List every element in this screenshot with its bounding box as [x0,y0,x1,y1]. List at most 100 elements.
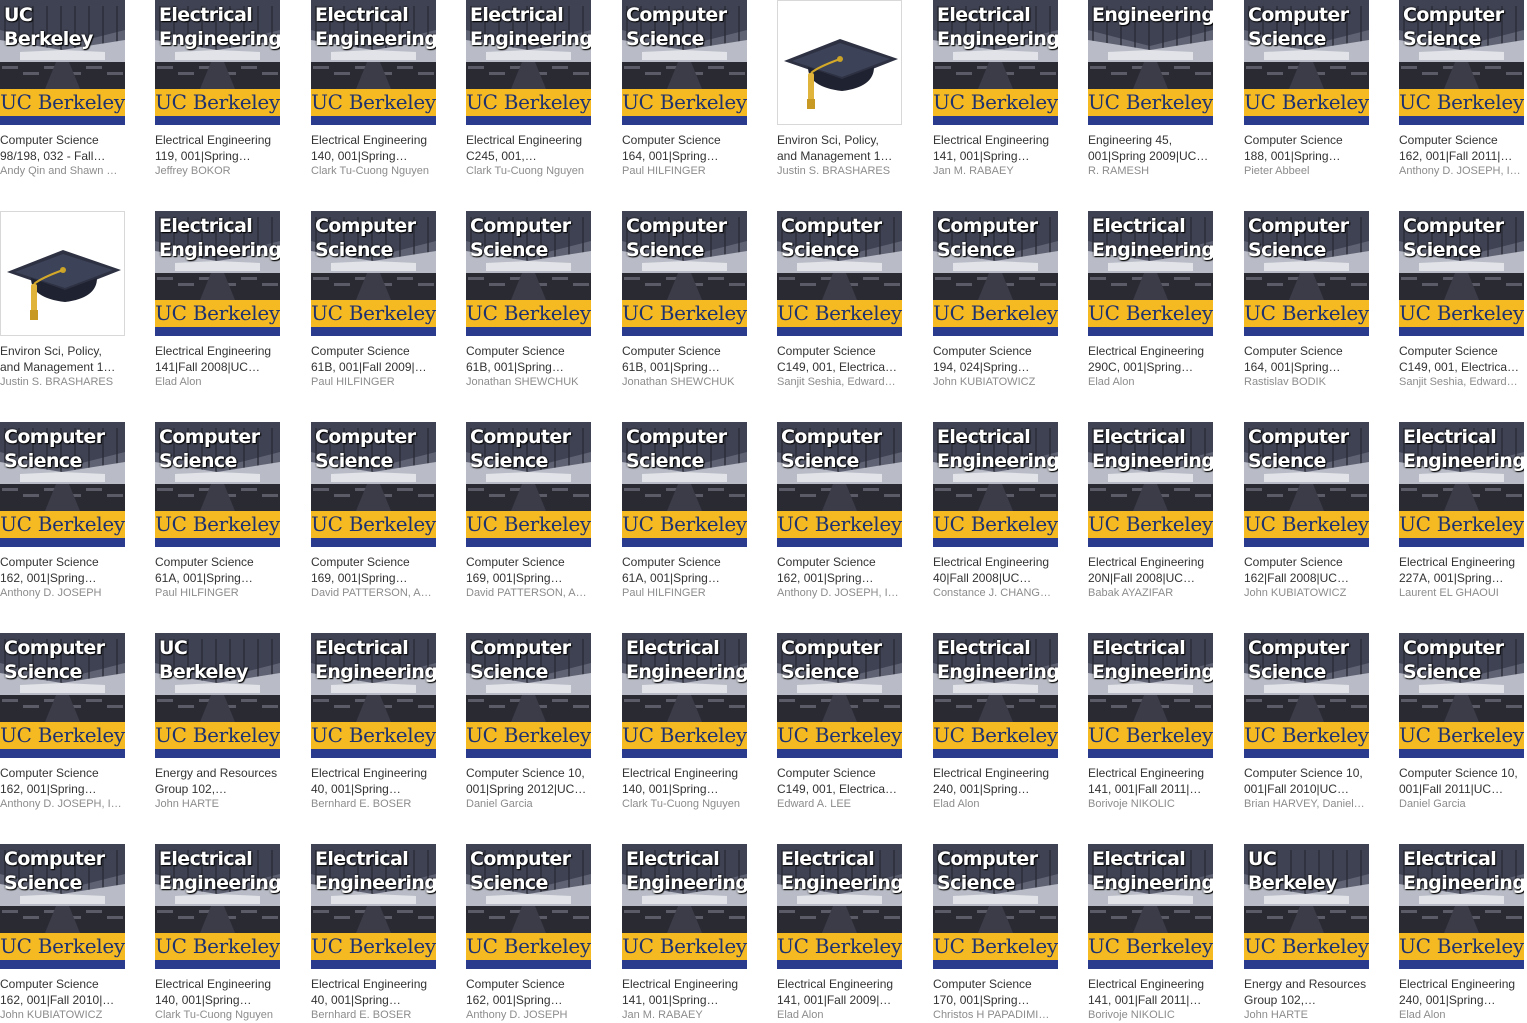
course-author[interactable]: Babak AYAZIFAR [1088,587,1174,599]
course-title[interactable]: Electrical Engineering 141|Fall 2008|UC… [155,343,280,375]
course-title[interactable]: Electrical Engineering 240, 001|Spring… [933,765,1058,797]
course-author[interactable]: Clark Tu-Cuong Nguyen [622,798,741,810]
course-author[interactable]: R. RAMESH [1088,165,1150,177]
course-cover[interactable]: Computer Science UC Berkeley [0,844,125,969]
course-cover[interactable]: Electrical Engineering UC Berkeley [1088,422,1213,547]
course-title[interactable]: Energy and Resources Group 102,… [155,765,280,797]
course-cover[interactable]: Computer Science UC Berkeley [155,422,280,547]
course-cover[interactable]: Computer Science UC Berkeley [466,422,591,547]
course-title[interactable]: Electrical Engineering 140, 001|Spring… [622,765,747,797]
course-item[interactable]: Electrical Engineering UC Berkeley Electri… [155,211,280,390]
course-item[interactable]: Electrical Engineering UC Berkeley Electri… [1399,844,1524,1023]
course-author[interactable]: Laurent EL GHAOUI [1399,587,1499,599]
course-cover[interactable]: Electrical Engineering UC Berkeley [622,633,747,758]
course-cover[interactable]: Computer Science UC Berkeley [777,422,902,547]
course-cover[interactable]: Computer Science UC Berkeley [933,844,1058,969]
course-author[interactable]: Sanjit Seshia, Edward… [1399,376,1518,388]
course-author[interactable]: Elad Alon [777,1009,824,1021]
course-item[interactable]: Electrical Engineering UC Berkeley Electri… [933,633,1058,812]
course-item[interactable]: Electrical Engineering UC Berkeley Electri… [622,633,747,812]
course-author[interactable]: Paul HILFINGER [622,165,706,177]
course-cover[interactable]: Electrical Engineering UC Berkeley [777,844,902,969]
course-title[interactable]: Computer Science 162, 001|Spring… [466,976,591,1008]
course-author[interactable]: Clark Tu-Cuong Nguyen [466,165,585,177]
course-author[interactable]: Sanjit Seshia, Edward… [777,376,896,388]
course-cover[interactable]: Computer Science UC Berkeley [466,633,591,758]
course-item[interactable]: Computer Science UC Berkeley Computer Scie… [0,844,125,1023]
course-title[interactable]: Electrical Engineering C245, 001,… [466,132,591,164]
course-item[interactable]: Computer Science UC Berkeley Computer Scie… [0,633,125,812]
course-title[interactable]: Computer Science C149, 001, Electrica… [1399,343,1524,375]
course-cover[interactable]: Electrical Engineering UC Berkeley [1088,211,1213,336]
course-title[interactable]: Computer Science 170, 001|Spring… [933,976,1058,1008]
course-cover[interactable]: Electrical Engineering UC Berkeley [1399,844,1524,969]
course-cover[interactable]: Electrical Engineering UC Berkeley [622,844,747,969]
course-author[interactable]: Elad Alon [1399,1009,1446,1021]
course-item[interactable]: Computer Science UC Berkeley Computer Scie… [622,0,747,179]
course-cover[interactable] [777,0,902,125]
course-item[interactable]: UC Berkeley UC Berkeley Energy and Resourc… [1244,844,1369,1023]
course-item[interactable]: Electrical Engineering UC Berkeley Electri… [311,844,436,1023]
course-cover[interactable]: Computer Science UC Berkeley [1244,211,1369,336]
course-author[interactable]: Andy Qin and Shawn … [0,165,118,177]
course-title[interactable]: Computer Science 162, 001|Fall 2010|… [0,976,125,1008]
course-author[interactable]: John KUBIATOWICZ [933,376,1036,388]
course-item[interactable]: Electrical Engineering UC Berkeley Electri… [622,844,747,1023]
course-title[interactable]: Electrical Engineering 290C, 001|Spring… [1088,343,1213,375]
course-item[interactable]: Computer Science UC Berkeley Computer Scie… [933,844,1058,1023]
course-item[interactable]: Computer Science UC Berkeley Computer Scie… [1399,211,1524,390]
course-item[interactable]: Computer Science UC Berkeley Computer Scie… [777,211,902,390]
course-cover[interactable]: Electrical Engineering UC Berkeley [155,844,280,969]
course-cover[interactable]: Electrical Engineering UC Berkeley [311,633,436,758]
course-title[interactable]: Electrical Engineering 119, 001|Spring… [155,132,280,164]
course-cover[interactable]: UC Berkeley UC Berkeley [155,633,280,758]
course-title[interactable]: Computer Science 10, 001|Fall 2010|UC… [1244,765,1369,797]
course-item[interactable]: Computer Science UC Berkeley Computer Scie… [777,633,902,812]
course-cover[interactable]: Computer Science UC Berkeley [311,422,436,547]
course-item[interactable]: Electrical Engineering UC Berkeley Electri… [1399,422,1524,601]
course-item[interactable]: Computer Science UC Berkeley Computer Scie… [1399,0,1524,179]
course-cover[interactable]: Electrical Engineering UC Berkeley [311,0,436,125]
course-cover[interactable]: Computer Science UC Berkeley [1399,633,1524,758]
course-title[interactable]: Environ Sci, Policy, and Management 1… [777,132,902,164]
course-cover[interactable]: Computer Science UC Berkeley [466,211,591,336]
course-cover[interactable]: Electrical Engineering UC Berkeley [155,0,280,125]
course-item[interactable]: Computer Science UC Berkeley Computer Scie… [311,211,436,390]
course-author[interactable]: Brian HARVEY, Daniel… [1244,798,1365,810]
course-cover[interactable]: Electrical Engineering UC Berkeley [933,422,1058,547]
course-author[interactable]: Paul HILFINGER [155,587,239,599]
course-author[interactable]: John KUBIATOWICZ [0,1009,103,1021]
course-item[interactable]: Electrical Engineering UC Berkeley Electri… [1088,211,1213,390]
course-item[interactable]: Computer Science UC Berkeley Computer Scie… [1244,211,1369,390]
course-cover[interactable]: Computer Science UC Berkeley [0,422,125,547]
course-item[interactable]: Computer Science UC Berkeley Computer Scie… [622,211,747,390]
course-author[interactable]: Jonathan SHEWCHUK [466,376,579,388]
course-title[interactable]: Electrical Engineering 141, 001|Spring… [622,976,747,1008]
course-item[interactable]: Computer Science UC Berkeley Computer Scie… [466,422,591,601]
course-author[interactable]: David PATTERSON, A… [311,587,432,599]
course-cover[interactable]: UC Berkeley UC Berkeley [0,0,125,125]
course-title[interactable]: Computer Science 61B, 001|Spring… [622,343,747,375]
course-item[interactable]: Computer Science UC Berkeley Computer Scie… [155,422,280,601]
course-item[interactable]: Computer Science UC Berkeley Computer Scie… [311,422,436,601]
course-cover[interactable]: Engineering UC Berkeley [1088,0,1213,125]
course-item[interactable]: Computer Science UC Berkeley Computer Scie… [622,422,747,601]
course-cover[interactable]: Computer Science UC Berkeley [933,211,1058,336]
course-author[interactable]: Bernhard E. BOSER [311,798,412,810]
course-author[interactable]: Paul HILFINGER [622,587,706,599]
course-title[interactable]: Computer Science 164, 001|Spring… [1244,343,1369,375]
course-title[interactable]: Computer Science 188, 001|Spring… [1244,132,1369,164]
course-title[interactable]: Computer Science 164, 001|Spring… [622,132,747,164]
course-author[interactable]: Justin S. BRASHARES [777,165,891,177]
course-title[interactable]: Computer Science 162, 001|Fall 2011|… [1399,132,1524,164]
course-author[interactable]: John HARTE [1244,1009,1308,1021]
course-cover[interactable]: Computer Science UC Berkeley [1399,0,1524,125]
course-title[interactable]: Computer Science 10, 001|Spring 2012|UC… [466,765,591,797]
course-author[interactable]: Anthony D. JOSEPH, I… [0,798,122,810]
course-author[interactable]: Justin S. BRASHARES [0,376,114,388]
course-title[interactable]: Electrical Engineering 20N|Fall 2008|UC… [1088,554,1213,586]
course-item[interactable]: Computer Science UC Berkeley Computer Scie… [1399,633,1524,812]
course-cover[interactable]: Electrical Engineering UC Berkeley [1088,844,1213,969]
course-author[interactable]: Jeffrey BOKOR [155,165,231,177]
course-item[interactable]: Environ Sci, Policy, and Management 1… Jus… [777,0,902,179]
